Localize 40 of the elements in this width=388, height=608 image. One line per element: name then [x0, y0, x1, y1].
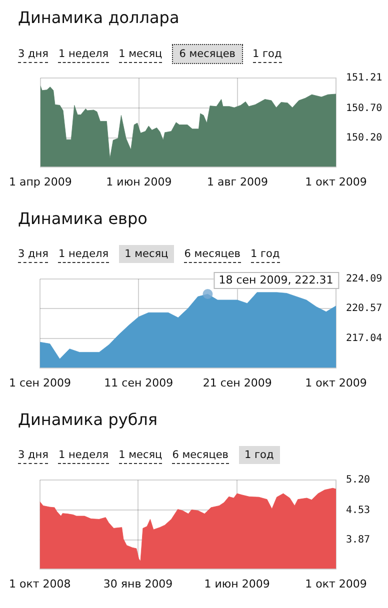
y-tick-label: 3.87 — [346, 534, 370, 546]
text: 1 месяц — [118, 245, 174, 263]
chart-title: Динамика рубля — [18, 410, 158, 429]
y-tick-label: 224.09 — [346, 274, 382, 285]
text: 1 год — [238, 446, 280, 464]
x-tick-label: 1 июн 2009 — [204, 577, 270, 590]
x-tick-label: 1 сен 2009 — [8, 376, 71, 390]
x-tick-label: 1 окт 2008 — [8, 577, 71, 590]
text: 1 год — [250, 245, 280, 263]
text: 1 неделя — [58, 245, 109, 263]
text: 6 месяцев — [184, 245, 240, 263]
x-tick-label: 1 апр 2009 — [8, 175, 72, 188]
text: 1 неделя — [58, 45, 109, 63]
x-tick-label: 1 окт 2009 — [305, 376, 367, 390]
x-tick-label: 21 сен 2009 — [202, 376, 272, 390]
x-tick-label: 1 окт 2009 — [305, 577, 367, 590]
x-tick-label: 1 окт 2009 — [305, 175, 367, 188]
y-tick-label: 150.20 — [346, 132, 382, 144]
x-tick-label: 11 сен 2009 — [104, 376, 174, 390]
x-tick-label: 1 июн 2009 — [106, 175, 172, 188]
chart-title: Динамика доллара — [18, 8, 180, 27]
y-tick-label: 217.04 — [346, 332, 382, 344]
y-tick-label: 150.70 — [346, 102, 382, 114]
text: 3 дня — [18, 45, 48, 63]
text: 3 дня — [18, 446, 48, 464]
y-tick-label: 4.53 — [346, 504, 370, 516]
text: 6 месяцев — [172, 44, 242, 64]
y-tick-label: 220.57 — [346, 303, 382, 314]
chart-title: Динамика евро — [18, 209, 148, 228]
x-tick-label: 30 янв 2009 — [103, 577, 173, 590]
y-tick-label: 5.20 — [346, 474, 370, 486]
text: 1 год — [252, 45, 282, 63]
text: 1 неделя — [58, 446, 109, 464]
text: 6 месяцев — [172, 446, 228, 464]
y-tick-label: 151.21 — [346, 72, 382, 84]
x-tick-label: 1 авг 2009 — [206, 175, 268, 188]
text: 3 дня — [18, 245, 48, 263]
text: 1 месяц — [118, 446, 162, 464]
text: 1 месяц — [118, 45, 162, 63]
annotation: 18 сен 2009, 222.31 — [218, 273, 334, 286]
